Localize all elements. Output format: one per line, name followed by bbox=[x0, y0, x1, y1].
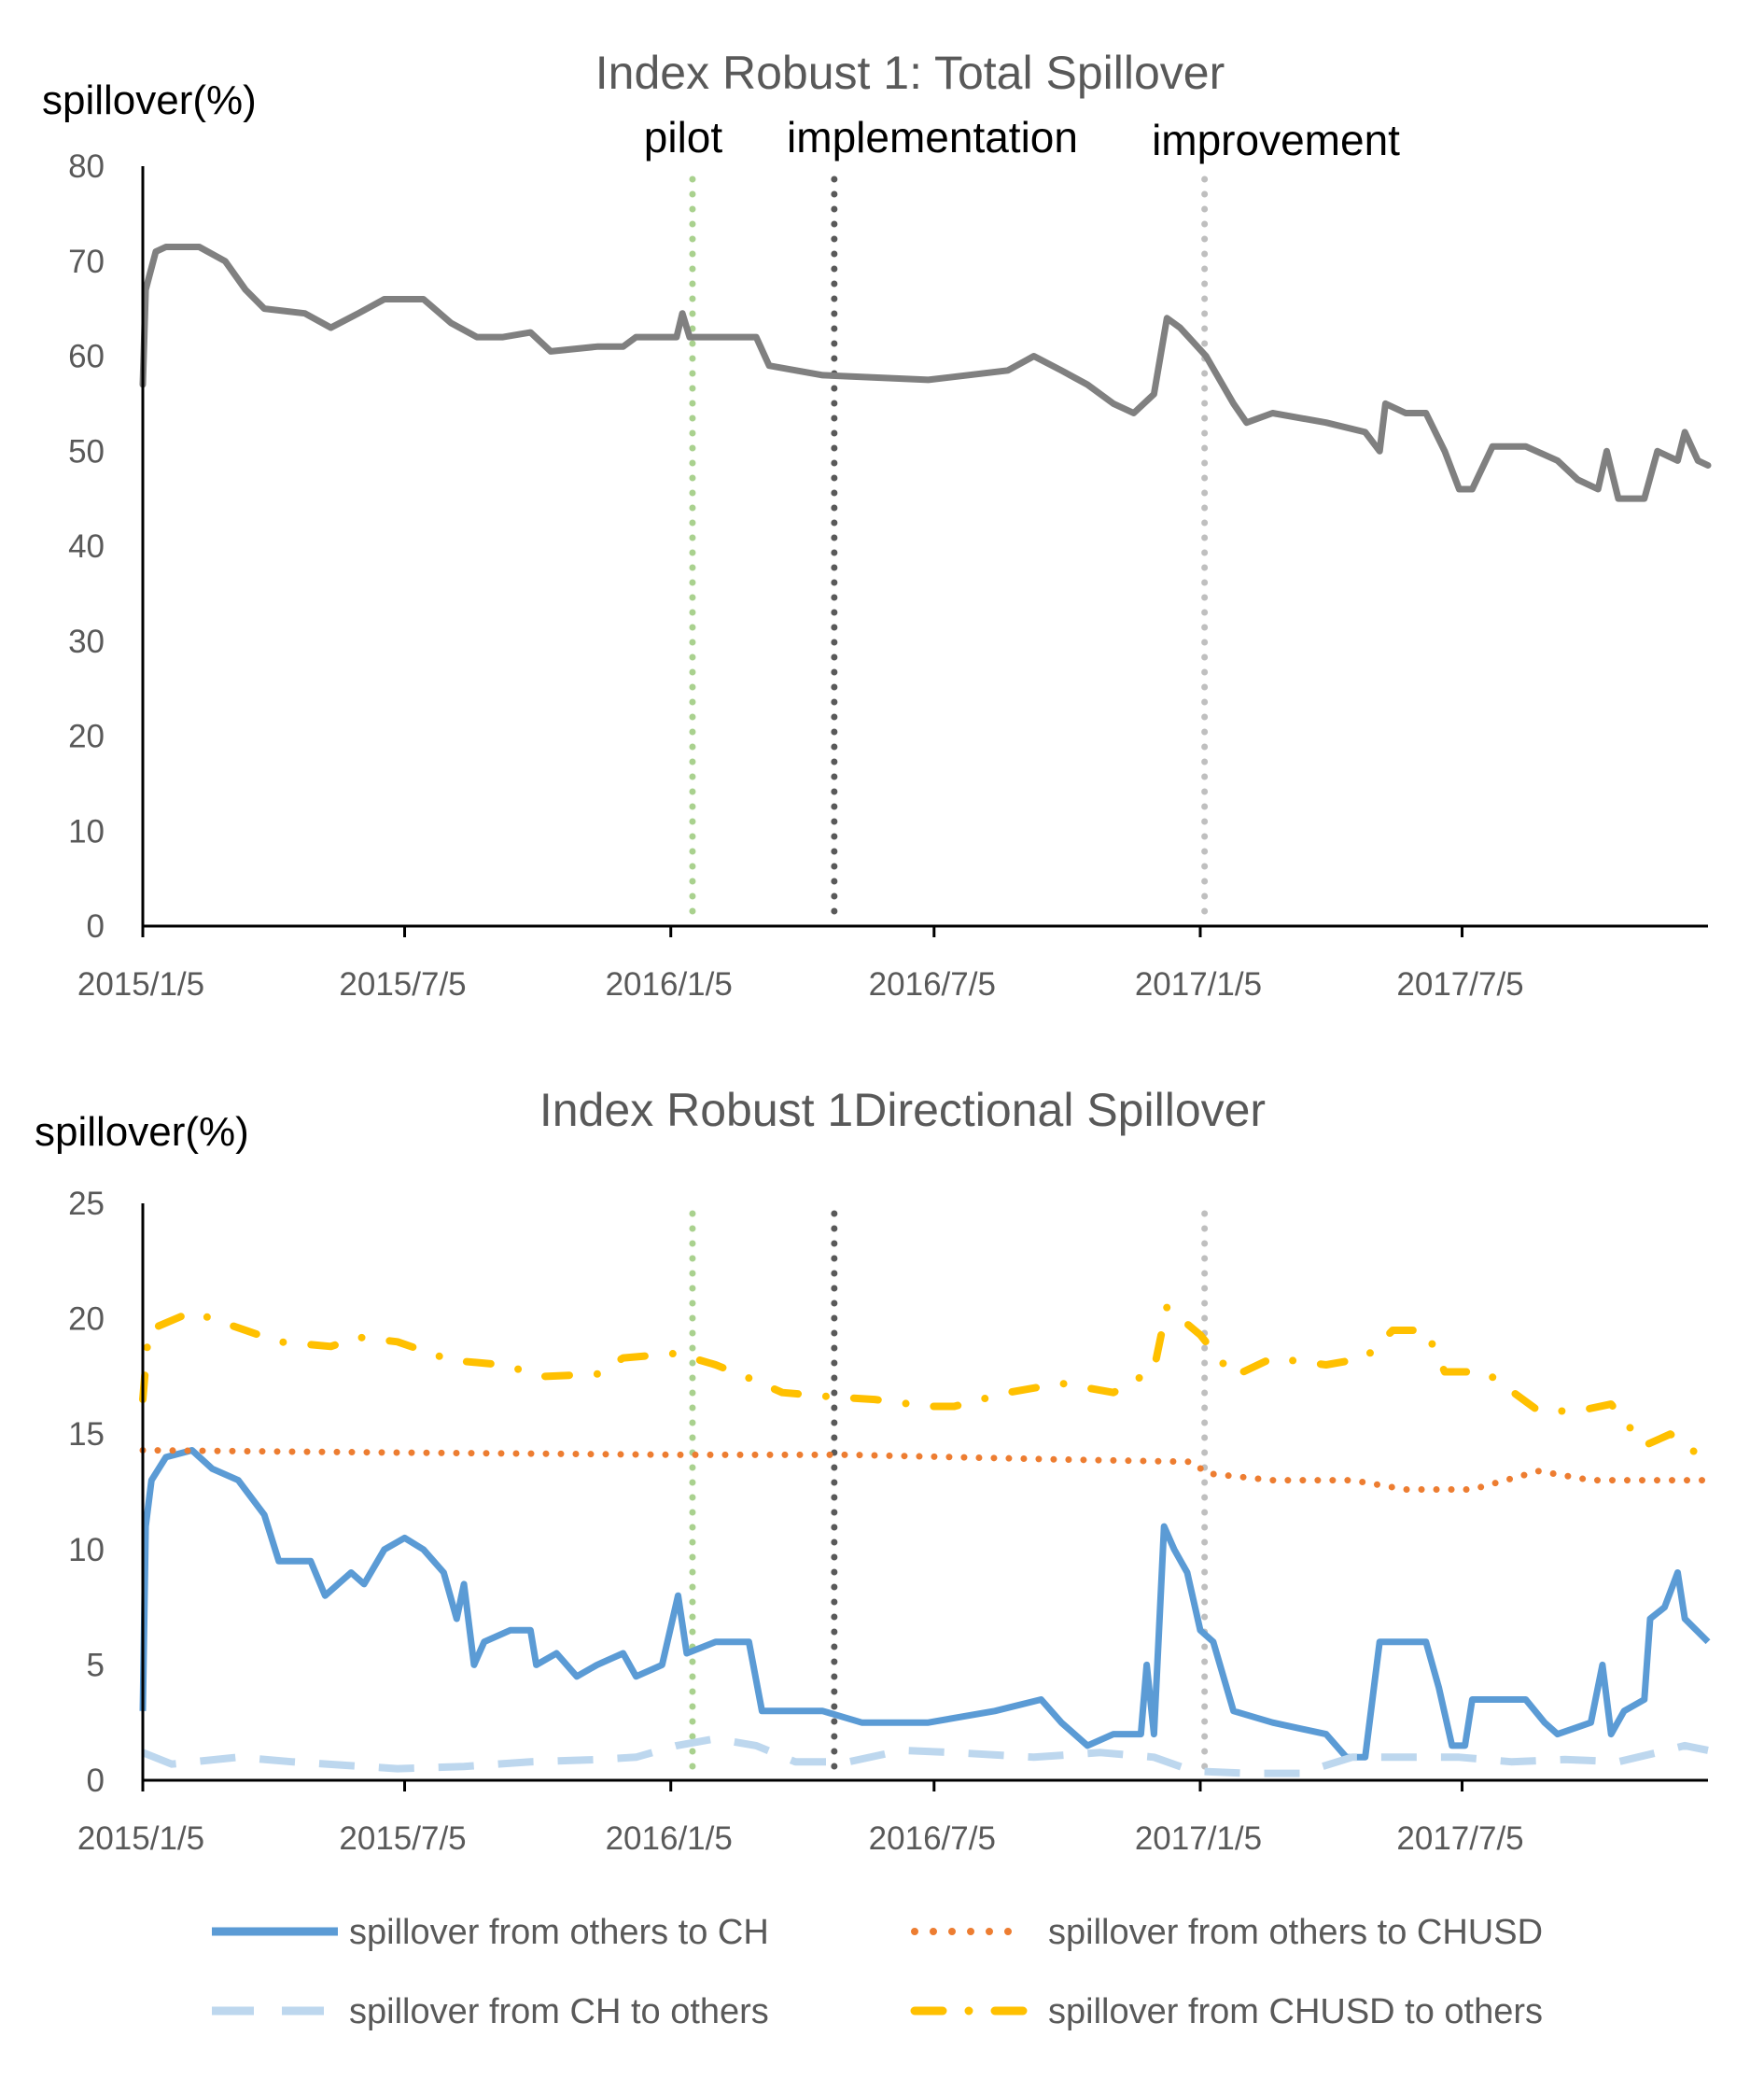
y-axis-label: spillover(%) bbox=[35, 1109, 249, 1155]
legend-label-others-to-chusd: spillover from others to CHUSD bbox=[1048, 1913, 1543, 1952]
x-tick-label: 2017/1/5 bbox=[1135, 1820, 1262, 1857]
event-label-pilot: pilot bbox=[644, 113, 723, 162]
series-chusd-to-others bbox=[139, 1303, 1712, 1466]
y-tick-label: 60 bbox=[68, 339, 105, 375]
x-tick-label: 2015/7/5 bbox=[339, 1820, 466, 1857]
y-tick-label: 10 bbox=[68, 813, 105, 850]
y-tick-label: 70 bbox=[68, 244, 105, 280]
x-tick-label: 2016/1/5 bbox=[606, 1820, 733, 1857]
y-axis-label: spillover(%) bbox=[42, 77, 257, 123]
y-tick-label: 20 bbox=[68, 719, 105, 755]
directional-spillover-chart: Index Robust 1Directional Spillover spil… bbox=[35, 1084, 1712, 1857]
legend-label-others-to-ch: spillover from others to CH bbox=[349, 1913, 769, 1952]
y-tick-label: 20 bbox=[68, 1301, 105, 1338]
series-ch-to-others bbox=[141, 1735, 1709, 1777]
legend-label-ch-to-others: spillover from CH to others bbox=[349, 1992, 769, 2031]
x-tick-label: 2017/7/5 bbox=[1396, 1820, 1523, 1857]
x-tick-label: 2017/7/5 bbox=[1396, 966, 1523, 1003]
y-tick-label: 0 bbox=[87, 1763, 105, 1799]
series-total bbox=[139, 244, 1712, 502]
event-label-improvement: improvement bbox=[1152, 116, 1400, 164]
x-tick-label: 2017/1/5 bbox=[1135, 966, 1262, 1003]
y-tick-label: 15 bbox=[68, 1416, 105, 1453]
chart-title: Index Robust 1Directional Spillover bbox=[539, 1084, 1266, 1136]
y-tick-label: 10 bbox=[68, 1532, 105, 1568]
legend-label-chusd-to-others: spillover from CHUSD to others bbox=[1048, 1992, 1543, 2031]
y-tick-label: 50 bbox=[68, 433, 105, 470]
y-tick-label: 0 bbox=[87, 908, 105, 945]
series-others-to-ch bbox=[139, 1447, 1711, 1761]
x-tick-label: 2016/1/5 bbox=[606, 966, 733, 1003]
event-label-implementation: implementation bbox=[787, 113, 1078, 162]
y-tick-label: 30 bbox=[68, 624, 105, 660]
series-others-to-chusd bbox=[139, 1447, 1712, 1493]
y-tick-label: 80 bbox=[68, 148, 105, 185]
x-tick-label: 2015/1/5 bbox=[77, 1820, 204, 1857]
x-tick-label: 2016/7/5 bbox=[869, 966, 996, 1003]
chart-title: Index Robust 1: Total Spillover bbox=[595, 47, 1225, 99]
total-spillover-chart: Index Robust 1: Total Spillover spillove… bbox=[42, 47, 1712, 1003]
y-tick-label: 40 bbox=[68, 528, 105, 565]
x-tick-label: 2015/7/5 bbox=[339, 966, 466, 1003]
x-tick-label: 2016/7/5 bbox=[869, 1820, 996, 1857]
x-tick-label: 2015/1/5 bbox=[77, 966, 204, 1003]
y-tick-label: 5 bbox=[87, 1647, 105, 1683]
y-tick-label: 25 bbox=[68, 1186, 105, 1222]
legend: spillover from others to CH spillover fr… bbox=[212, 1913, 1543, 2031]
